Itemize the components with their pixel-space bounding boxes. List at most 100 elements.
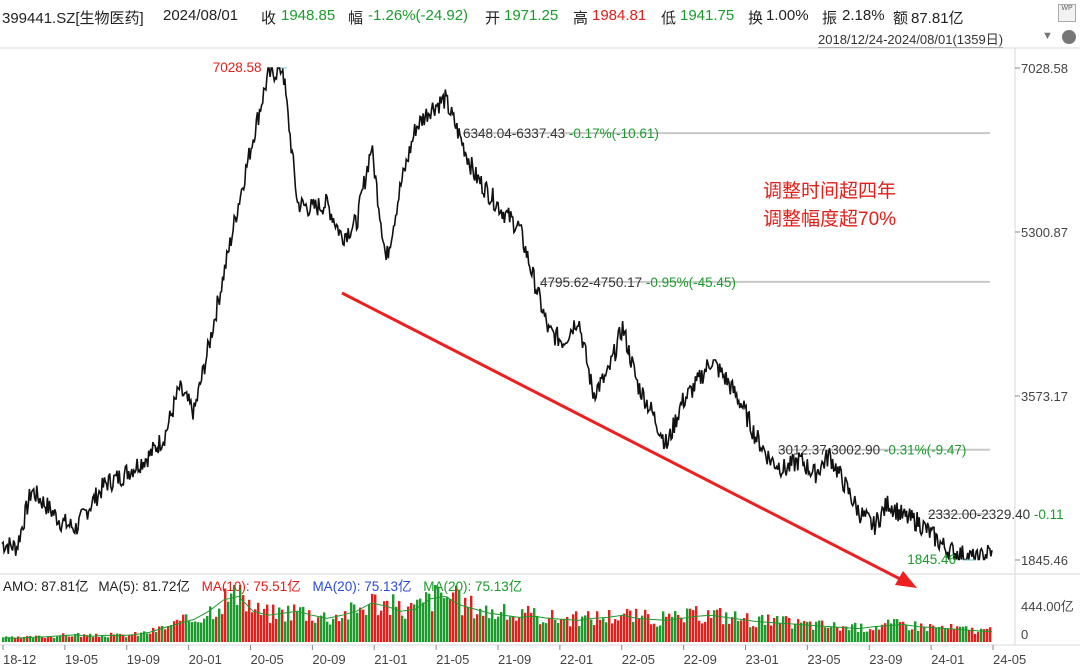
volume-bar xyxy=(299,607,302,642)
volume-bar xyxy=(59,635,62,642)
volume-bar xyxy=(845,626,848,642)
volume-bar xyxy=(950,624,953,642)
volume-bar xyxy=(401,615,404,642)
reference-change: -0.11 xyxy=(1034,507,1064,522)
volume-bar xyxy=(509,616,512,642)
volume-bar xyxy=(125,637,128,642)
x-tick-label: 22-09 xyxy=(684,652,717,667)
volume-bar xyxy=(332,618,335,642)
volume-bar xyxy=(521,609,524,642)
volume-bar xyxy=(359,607,362,642)
date-range-selector[interactable]: 2018/12/24-2024/08/01(1359日) xyxy=(818,29,1004,48)
volume-tick-label: 444.00亿 xyxy=(1021,599,1074,614)
volume-bar xyxy=(740,620,743,642)
volume-bar xyxy=(137,635,140,642)
volume-bar xyxy=(716,609,719,642)
date-range-text[interactable]: 2018/12/24-2024/08/01(1359日) xyxy=(818,32,1004,48)
volume-bar xyxy=(116,633,119,642)
volume-bar xyxy=(578,626,581,642)
volume-ma-line xyxy=(1,595,993,639)
volume-bar xyxy=(368,604,371,642)
volume-bar xyxy=(851,624,854,642)
volume-bar xyxy=(353,604,356,642)
volume-bar xyxy=(221,614,224,642)
volume-bar xyxy=(722,624,725,642)
volume-bar xyxy=(686,608,689,642)
volume-bar xyxy=(797,619,800,642)
volume-bar xyxy=(770,625,773,642)
volume-bar xyxy=(101,635,104,642)
volume-bar xyxy=(47,636,50,642)
volume-bar xyxy=(503,604,506,642)
ma10-value: MA(10): 75.51亿 xyxy=(201,579,301,594)
volume-bar xyxy=(596,611,599,642)
volume-bar xyxy=(431,611,434,642)
volume-bar xyxy=(932,625,935,642)
volume-bar xyxy=(428,593,431,642)
x-tick-label: 23-05 xyxy=(807,652,840,667)
volume-bar xyxy=(803,621,806,642)
volume-bar xyxy=(467,607,470,642)
volume-bar xyxy=(926,631,929,642)
volume-bar xyxy=(584,615,587,642)
volume-bar xyxy=(593,625,596,642)
volume-bar xyxy=(71,636,74,642)
volume-bar xyxy=(608,610,611,642)
annotation-box: 调整时间超四年 调整幅度超70% xyxy=(763,178,896,234)
volume-bar xyxy=(185,614,188,642)
volume-bar xyxy=(326,621,329,642)
volume-bar xyxy=(200,622,203,642)
volume-bar xyxy=(911,629,914,642)
chevron-down-icon[interactable]: ▼ xyxy=(1042,30,1053,42)
volume-bar xyxy=(959,626,962,642)
volume-bar xyxy=(248,599,251,642)
volume-bar xyxy=(779,623,782,642)
volume-bar xyxy=(551,610,554,642)
volume-bar xyxy=(908,630,911,642)
volume-bar xyxy=(77,633,80,642)
volume-bar xyxy=(215,616,218,642)
open-value: 1971.25 xyxy=(504,7,559,24)
amo-indicator-row: AMO: 87.81亿 MA(5): 81.72亿 MA(10): 75.51亿… xyxy=(3,575,522,595)
volume-bar xyxy=(2,638,5,642)
volume-bar xyxy=(113,634,116,642)
settings-dot-icon[interactable] xyxy=(1062,30,1076,44)
volume-bar xyxy=(947,628,950,642)
turnover-value: 1.00% xyxy=(766,7,809,24)
volume-bar xyxy=(728,623,731,642)
volume-bar xyxy=(500,611,503,642)
volume-bar xyxy=(677,614,680,642)
volume-bar xyxy=(11,636,14,642)
volume-bar xyxy=(416,599,419,642)
volume-bar xyxy=(659,625,662,642)
wp-badge-icon[interactable]: WP xyxy=(1058,4,1076,22)
volume-bar xyxy=(527,605,530,642)
volume-bar xyxy=(311,620,314,642)
volume-bar xyxy=(20,638,23,642)
volume-bar xyxy=(815,621,818,642)
volume-bar xyxy=(365,614,368,642)
volume-bar xyxy=(707,610,710,642)
index-code[interactable]: 399441.SZ[生物医药] xyxy=(2,10,144,27)
volume-bar xyxy=(269,623,272,642)
volume-bar xyxy=(572,614,575,642)
volume-bar xyxy=(203,618,206,642)
volume-bar xyxy=(197,622,200,642)
volume-bar xyxy=(860,623,863,642)
volume-bar xyxy=(443,598,446,642)
x-tick-label: 20-09 xyxy=(312,652,345,667)
volume-bar xyxy=(227,601,230,642)
volume-bar xyxy=(869,629,872,642)
volume-bar xyxy=(293,604,296,642)
volume-bar xyxy=(650,624,653,642)
volume-bar xyxy=(485,605,488,642)
volume-bar xyxy=(821,620,824,642)
volume-bar xyxy=(806,621,809,642)
volume-bar xyxy=(245,611,248,642)
volume-bar xyxy=(539,624,542,642)
volume-bar xyxy=(683,622,686,642)
volume-bar xyxy=(386,600,389,642)
volume-bar xyxy=(209,606,212,642)
volume-bar xyxy=(182,614,185,642)
volume-bar xyxy=(179,620,182,642)
